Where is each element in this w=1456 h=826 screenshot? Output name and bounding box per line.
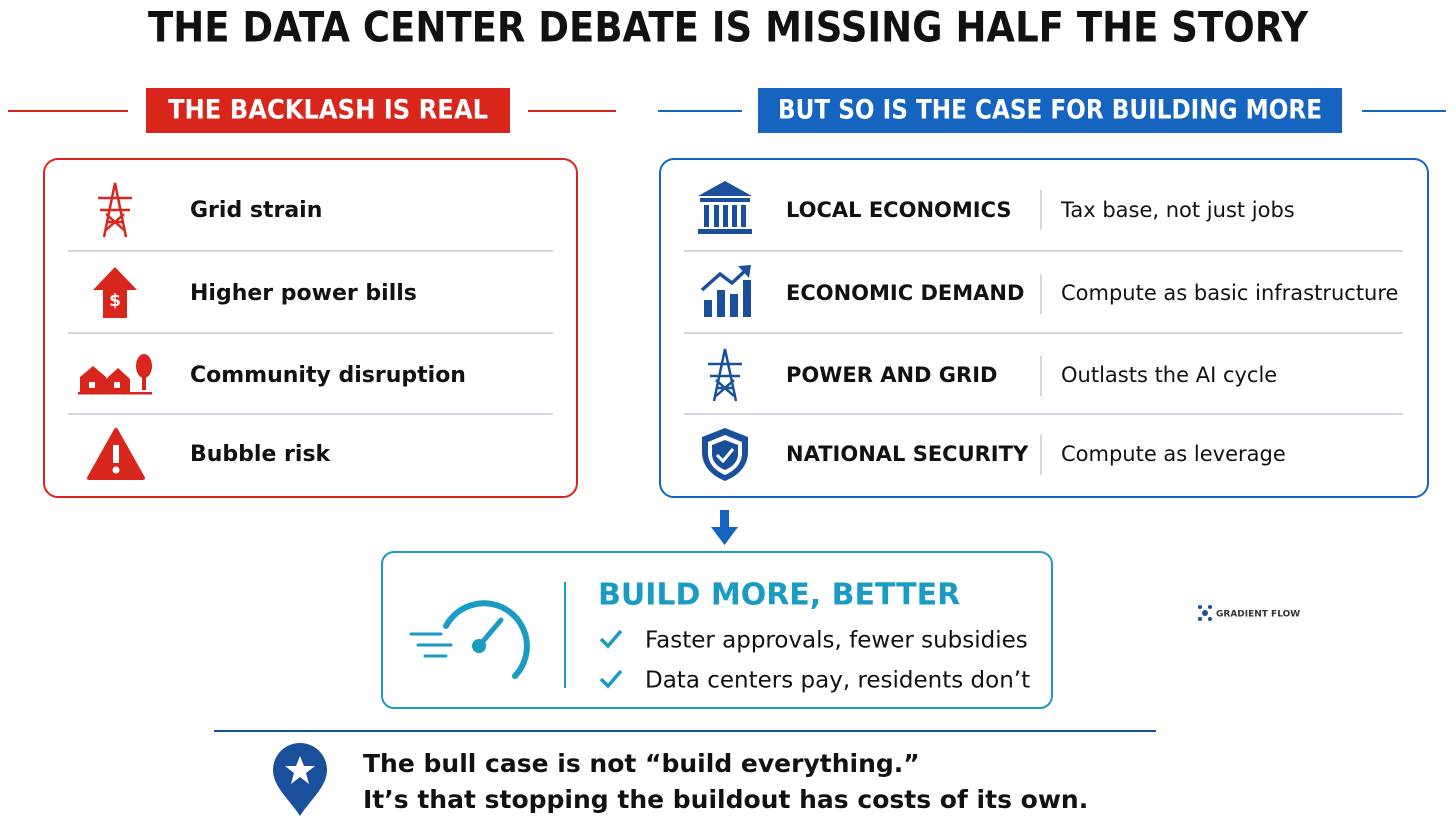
pin-icon — [273, 743, 327, 816]
down-arrow — [711, 510, 738, 545]
check — [599, 629, 623, 649]
tower-icon — [708, 348, 742, 402]
right-panel — [659, 158, 1429, 498]
right-label: LOCAL ECONOMICS — [786, 198, 1012, 222]
left-heading: THE BACKLASH IS REAL — [168, 95, 488, 126]
right-text: Tax base, not just jobs — [1060, 198, 1295, 222]
left-panel — [43, 158, 578, 498]
warning-icon — [87, 428, 145, 480]
shield-icon — [702, 428, 748, 481]
dividers — [684, 250, 1403, 415]
check — [599, 669, 623, 689]
conclusion-point: Data centers pay, residents don’t — [645, 668, 1030, 694]
dividers — [68, 250, 553, 415]
title: THE DATA CENTER DEBATE IS MISSING HALF T… — [148, 3, 1309, 52]
left-heading-box — [146, 88, 510, 133]
right-label: ECONOMIC DEMAND — [786, 281, 1024, 305]
left-item: Community disruption — [190, 363, 466, 388]
gauge-hub — [472, 639, 486, 653]
right-text: Compute as leverage — [1061, 442, 1286, 466]
right-heading: BUT SO IS THE CASE FOR BUILDING MORE — [778, 95, 1322, 126]
footer-line: The bull case is not “build everything.” — [363, 749, 920, 778]
right-text: Compute as basic infrastructure — [1061, 281, 1398, 305]
right-heading-box — [758, 88, 1342, 133]
conclusion-heading: BUILD MORE, BETTER — [598, 578, 960, 613]
bill-icon: $ — [93, 267, 137, 318]
left-item: Higher power bills — [190, 281, 417, 306]
brand-logo — [1198, 605, 1212, 621]
left-item: Grid strain — [190, 198, 322, 223]
brand: GRADIENT FLOW — [1216, 610, 1300, 620]
bank-icon — [698, 181, 752, 234]
left-item: Bubble risk — [190, 442, 332, 467]
tower-icon — [98, 182, 132, 238]
conclusion-panel — [381, 551, 1053, 709]
svg-text:$: $ — [109, 291, 121, 311]
growth-icon — [700, 265, 751, 317]
conclusion-point: Faster approvals, fewer subsidies — [645, 628, 1028, 654]
right-label: NATIONAL SECURITY — [786, 442, 1029, 466]
footer-line: It’s that stopping the buildout has cost… — [363, 785, 1088, 814]
right-label: POWER AND GRID — [786, 363, 997, 387]
right-text: Outlasts the AI cycle — [1061, 363, 1277, 387]
homes-icon — [78, 354, 152, 395]
